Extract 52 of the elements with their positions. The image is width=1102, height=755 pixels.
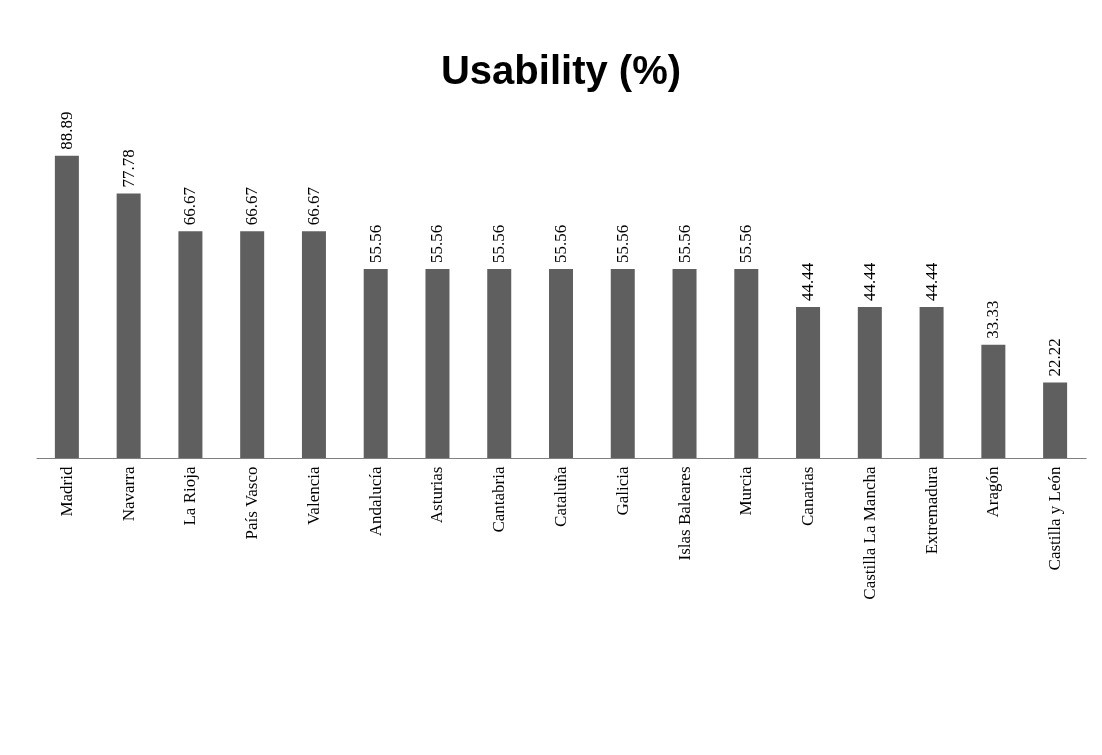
bar xyxy=(796,306,821,458)
x-tick-label: Canarias xyxy=(798,466,818,526)
bar xyxy=(672,269,697,458)
x-tick-label: País Vasco xyxy=(242,466,262,540)
data-label: 55.56 xyxy=(551,224,570,264)
data-label: 44.44 xyxy=(859,262,879,301)
bar xyxy=(240,231,265,458)
x-tick-label: Extremadura xyxy=(921,466,941,555)
x-tick-label: Navarra xyxy=(118,466,138,522)
data-label: 77.78 xyxy=(118,149,138,188)
x-tick-label: Cantabria xyxy=(489,466,509,533)
data-label: 44.44 xyxy=(921,262,941,301)
chart-title: Usability (%) xyxy=(440,47,682,92)
bar xyxy=(734,269,759,458)
data-label: 55.56 xyxy=(612,224,632,264)
data-label: 66.67 xyxy=(242,186,262,226)
bar xyxy=(363,269,388,458)
bar xyxy=(981,344,1006,458)
data-label: 55.56 xyxy=(427,224,447,264)
x-tick-label: Valencia xyxy=(303,466,323,526)
x-tick-label: Castilla y León xyxy=(1045,466,1065,571)
x-tick-label: Andalucía xyxy=(365,466,385,537)
x-tick-label: Islas Baleares xyxy=(674,466,694,561)
x-tick-label: Madrid xyxy=(56,466,76,517)
data-label: 66.67 xyxy=(180,186,200,226)
bar xyxy=(116,193,141,458)
bar xyxy=(549,269,573,458)
x-tick-label: Cataluña xyxy=(551,466,570,527)
data-label: 22.22 xyxy=(1045,338,1065,377)
data-label: 55.56 xyxy=(489,224,509,264)
bar xyxy=(425,269,450,458)
data-label: 88.89 xyxy=(56,111,76,150)
x-tick-label: Castilla La Mancha xyxy=(859,466,879,600)
x-tick-label: La Rioja xyxy=(180,466,200,526)
bar xyxy=(54,155,79,458)
data-label: 66.67 xyxy=(303,186,323,226)
x-tick-label: Asturias xyxy=(427,466,447,524)
data-label: 55.56 xyxy=(674,224,694,264)
bar xyxy=(857,306,882,458)
x-tick-label: Aragón xyxy=(983,466,1003,518)
bar xyxy=(1043,382,1068,458)
data-label: 55.56 xyxy=(736,224,756,264)
data-label: 44.44 xyxy=(798,262,818,301)
x-tick-label: Murcia xyxy=(736,466,756,516)
data-label: 55.56 xyxy=(365,224,385,264)
bar xyxy=(610,269,635,458)
bar xyxy=(487,269,512,458)
bar xyxy=(301,231,326,458)
bar xyxy=(178,231,203,458)
x-tick-label: Galicia xyxy=(612,466,632,516)
data-label: 33.33 xyxy=(983,300,1003,339)
bar xyxy=(919,306,944,458)
